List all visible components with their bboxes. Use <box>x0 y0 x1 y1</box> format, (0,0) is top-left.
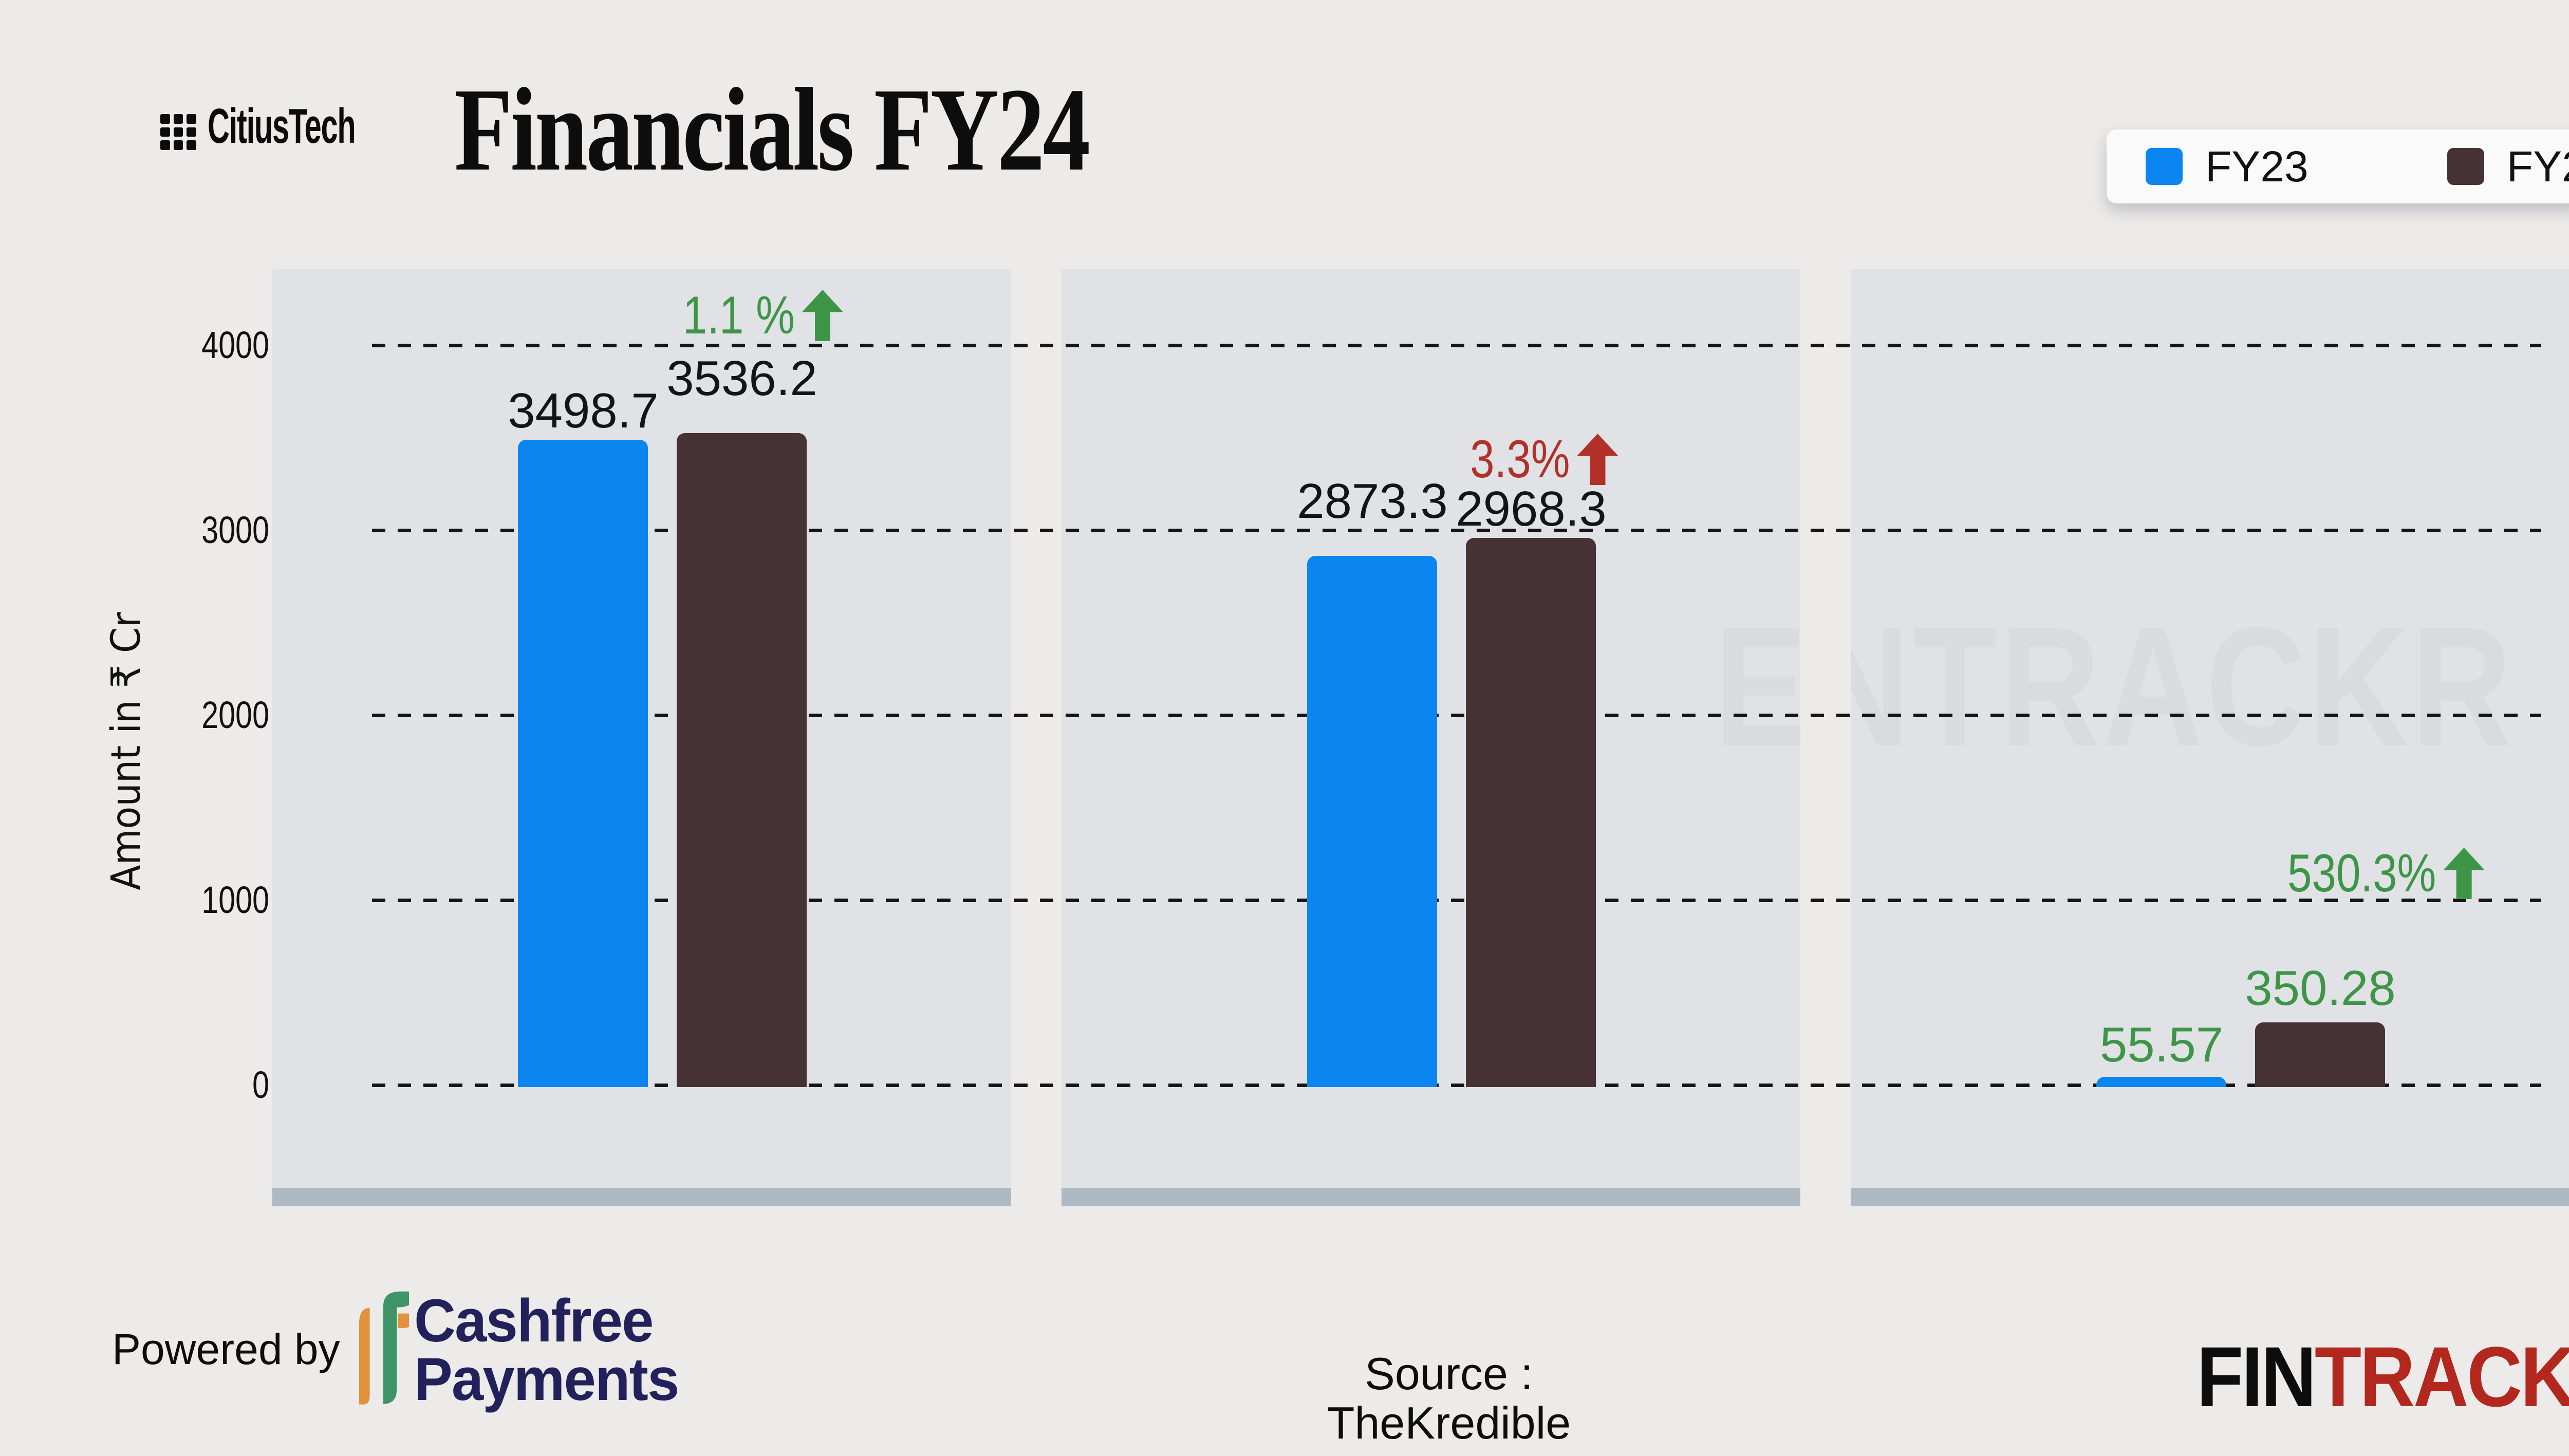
change-annotation-1: 1.1 % <box>658 289 844 342</box>
panel-shadow-strip-1 <box>272 1188 1011 1206</box>
y-tick-2000: 2000 <box>201 694 269 736</box>
y-tick-0: 0 <box>252 1063 269 1106</box>
cashfree-line2: Payments <box>414 1346 679 1413</box>
up-arrow-icon <box>1577 434 1618 485</box>
value-label-fy24-2: 2968.3 <box>1456 481 1607 536</box>
bar-fy23-1 <box>518 440 648 1087</box>
change-percent: 1.1 % <box>682 286 795 345</box>
legend-swatch-fy24 <box>2447 148 2484 185</box>
fintrackr-logo: FINTRACKR <box>2196 1334 2569 1421</box>
fintrackr-trackr: TRACKR <box>2314 1330 2569 1425</box>
powered-by-label: Powered by <box>112 1325 340 1373</box>
cashfree-line1: Cashfree <box>414 1287 654 1355</box>
value-label-fy23-1: 3498.7 <box>508 383 659 438</box>
fintrackr-fin: FIN <box>2196 1330 2316 1425</box>
legend-label: FY24 <box>2506 142 2569 191</box>
bar-fy24-1 <box>677 433 807 1087</box>
legend-item-fy23: FY23 <box>2146 142 2309 192</box>
source-credit: Source : TheKredible <box>1327 1348 1571 1448</box>
legend-item-fy24: FY24 <box>2447 142 2569 192</box>
brand-name: CitiusTech <box>208 99 356 154</box>
change-annotation-3: 530.3% <box>2255 847 2486 900</box>
bar-fy24-3 <box>2255 1022 2385 1087</box>
up-arrow-icon <box>2443 848 2485 899</box>
cashfree-wordmark: Cashfree Payments <box>414 1287 679 1413</box>
up-arrow-icon <box>802 290 843 341</box>
page-title: Financials FY24 <box>454 64 1090 196</box>
legend-label: FY23 <box>2205 142 2309 191</box>
value-label-fy23-3: 55.57 <box>2099 1017 2224 1072</box>
entrackr-watermark: ENTRACKR <box>1714 591 1800 781</box>
panel-shadow-strip-3 <box>1851 1188 2569 1206</box>
bar-fy24-2 <box>1466 538 1596 1087</box>
change-annotation-2: 3.3% <box>1448 433 1619 486</box>
y-tick-4000: 4000 <box>201 324 269 366</box>
gridline-2000 <box>372 714 2541 717</box>
cashfree-green-f <box>383 1291 409 1404</box>
change-percent: 3.3% <box>1470 430 1570 489</box>
cashfree-orange-arm <box>398 1313 409 1329</box>
value-label-fy24-1: 3536.2 <box>666 351 817 406</box>
change-percent: 530.3% <box>2287 844 2436 903</box>
y-tick-1000: 1000 <box>201 879 269 921</box>
legend: FY23 FY24 <box>2107 129 2569 203</box>
value-label-fy23-2: 2873.3 <box>1297 474 1448 529</box>
gridline-4000 <box>372 344 2541 347</box>
bar-fy23-2 <box>1307 556 1437 1087</box>
citiustech-grid-icon <box>160 114 196 150</box>
cashfree-orange-bar <box>359 1308 370 1405</box>
value-label-fy24-3: 350.28 <box>2245 961 2396 1016</box>
bar-fy23-3 <box>2096 1077 2226 1087</box>
y-tick-3000: 3000 <box>201 509 269 551</box>
cashfree-logo-icon <box>359 1291 409 1405</box>
legend-swatch-fy23 <box>2146 148 2183 185</box>
gridline-1000 <box>372 899 2541 902</box>
gridline-3000 <box>372 529 2541 532</box>
panel-shadow-strip-2 <box>1062 1188 1800 1206</box>
entrackr-watermark: ENTRACKR <box>1851 591 2515 781</box>
gridline-0 <box>372 1084 2541 1087</box>
